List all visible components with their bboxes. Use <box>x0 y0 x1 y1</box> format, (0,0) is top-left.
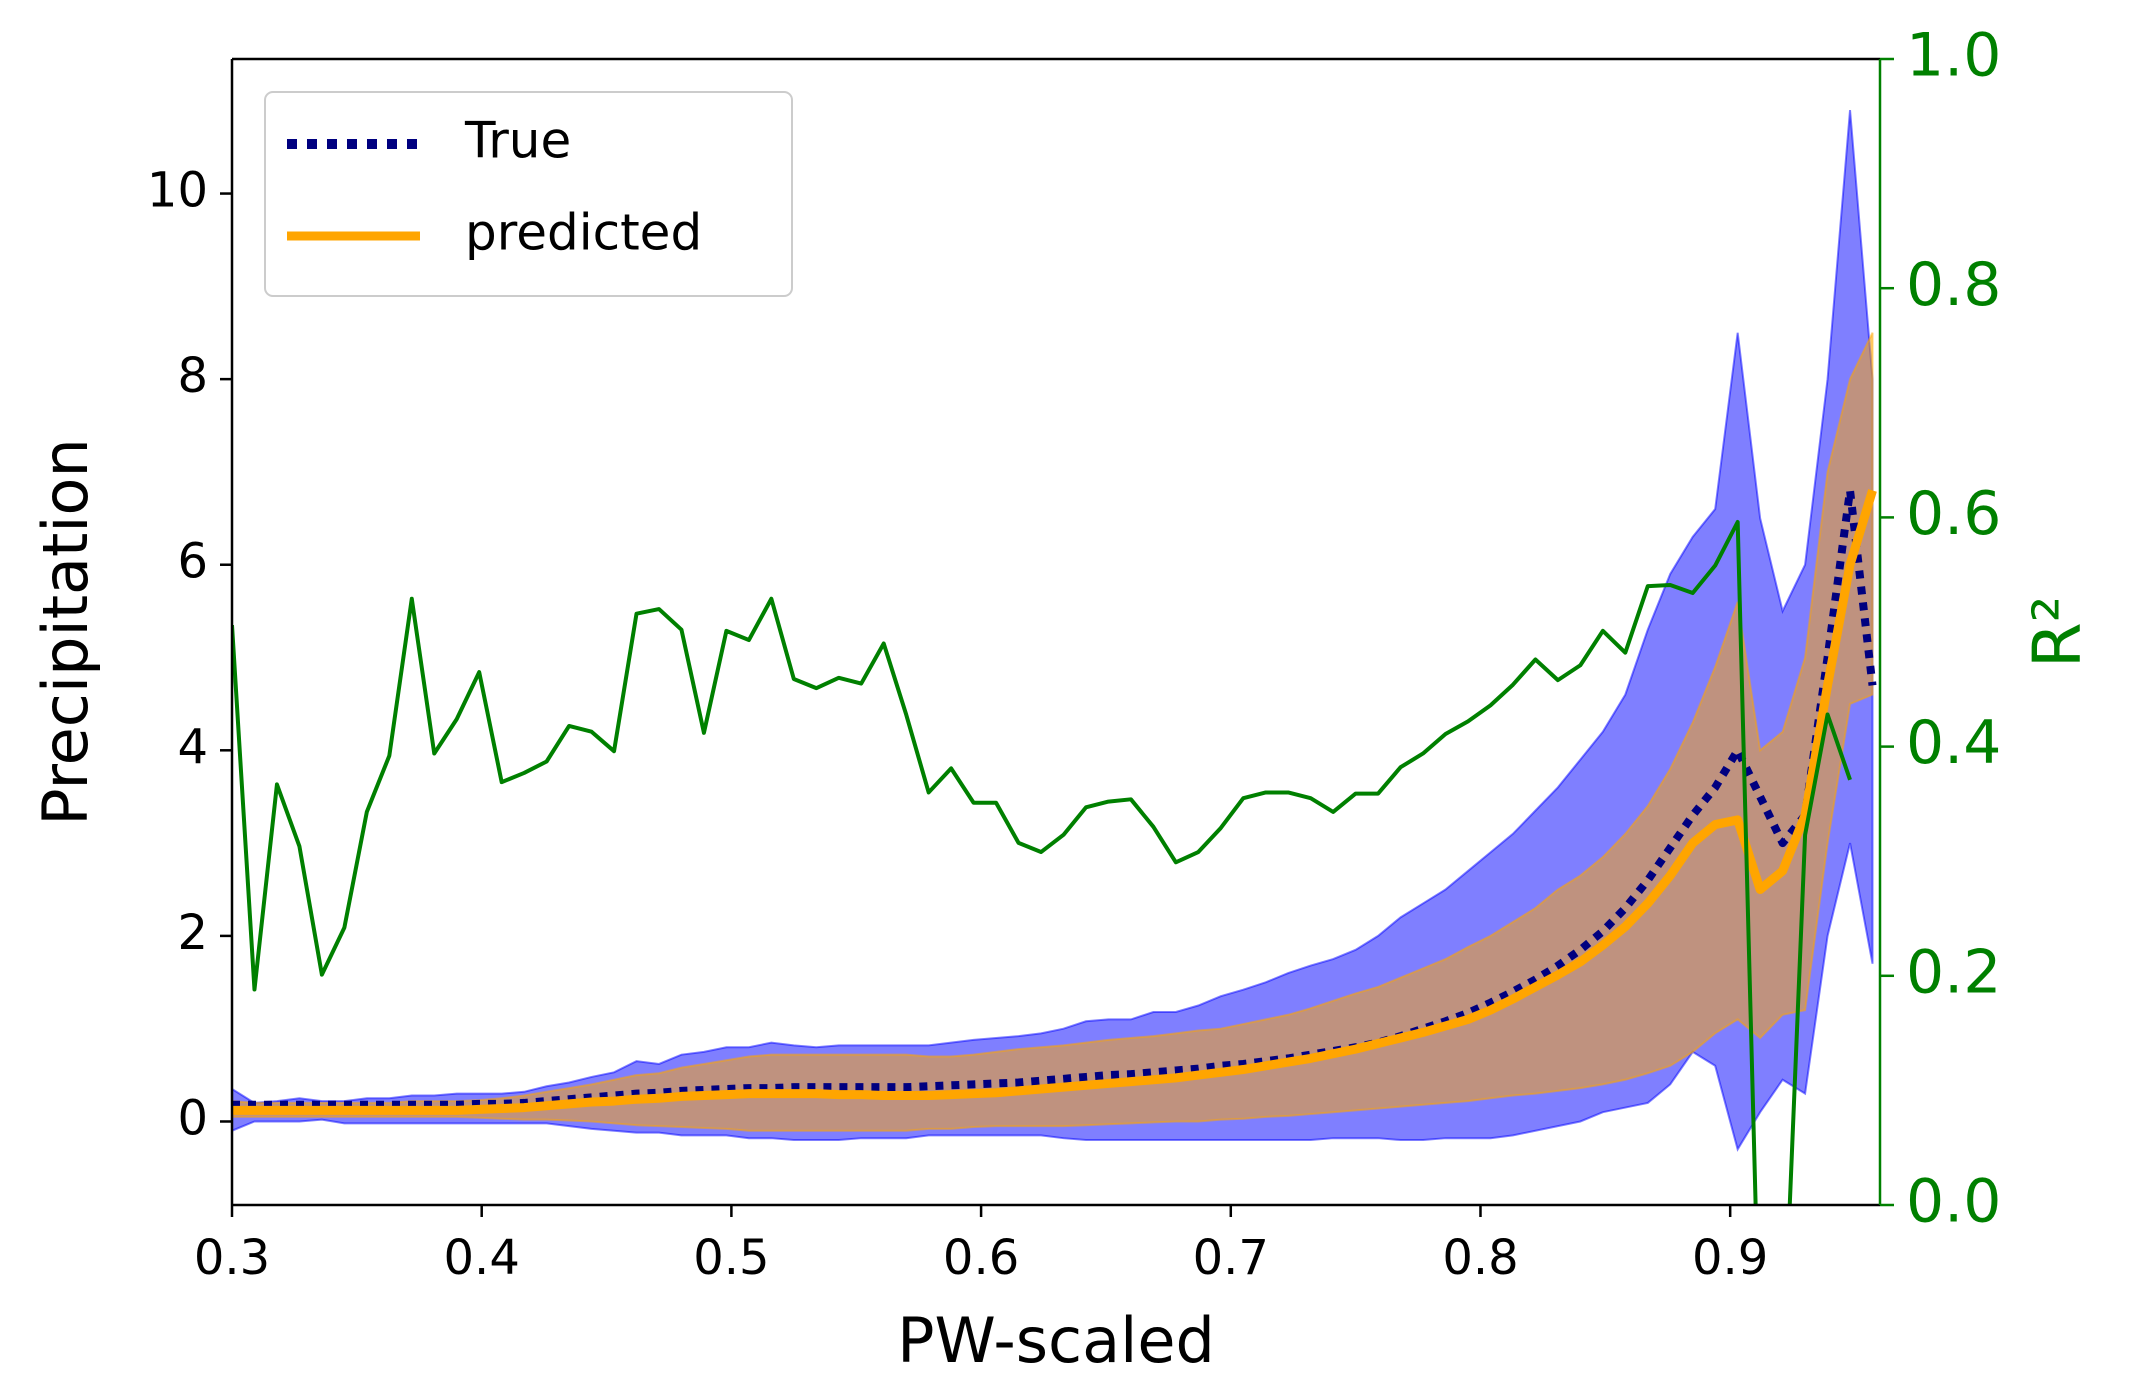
x-tick-label: 0.4 <box>444 1230 520 1286</box>
band <box>232 109 1874 1152</box>
legend: True predicted <box>264 91 793 297</box>
band <box>232 332 1874 1132</box>
series-line <box>232 486 1877 1109</box>
y-axis-label: Precipitation <box>29 438 102 826</box>
x-tick-label: 0.7 <box>1193 1230 1269 1286</box>
x-tick-label: 0.6 <box>943 1230 1019 1286</box>
plot-area <box>232 109 1877 1205</box>
y2-axis-label: R² <box>2019 596 2096 668</box>
y-tick-label: 6 <box>177 534 208 590</box>
x-tick-label: 0.3 <box>194 1230 270 1286</box>
y-tick-label: 4 <box>177 719 208 775</box>
y2-tick-label: 1.0 <box>1906 21 2001 91</box>
y2-tick-label: 0.6 <box>1906 479 2001 549</box>
x-axis-label: PW-scaled <box>897 1304 1215 1377</box>
y-tick-label: 8 <box>177 348 208 404</box>
y2-tick-label: 0.4 <box>1906 708 2001 778</box>
series-line <box>232 519 1852 1205</box>
y-tick-label: 0 <box>177 1090 208 1146</box>
legend-label: True <box>464 112 571 170</box>
series-line <box>232 489 1877 1115</box>
x-tick-label: 0.9 <box>1692 1230 1768 1286</box>
x-tick-label: 0.8 <box>1442 1230 1518 1286</box>
legend-label: predicted <box>465 204 702 262</box>
y2-tick-label: 0.0 <box>1906 1167 2001 1237</box>
y2-tick-label: 0.8 <box>1906 250 2001 320</box>
x-tick-label: 0.5 <box>693 1230 769 1286</box>
y-tick-label: 10 <box>147 163 208 219</box>
y-tick-label: 2 <box>177 905 208 961</box>
y2-tick-label: 0.2 <box>1906 937 2001 1007</box>
